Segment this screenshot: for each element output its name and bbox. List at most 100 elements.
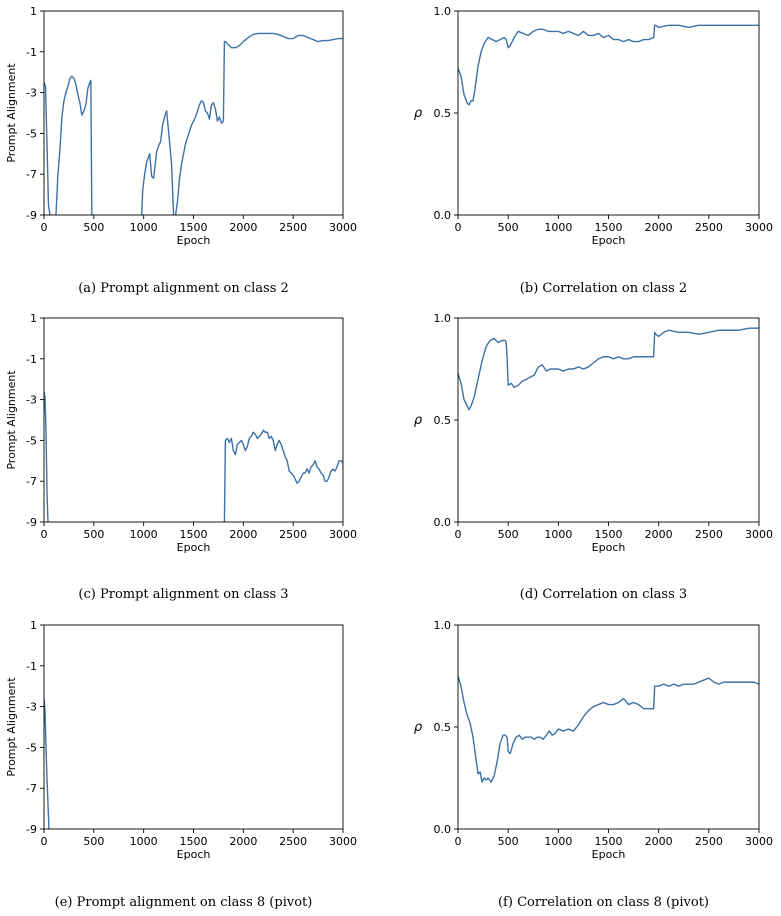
x-tick-label: 0 <box>455 835 462 848</box>
x-tick-label: 2000 <box>645 221 673 234</box>
y-tick-label: -3 <box>26 701 37 714</box>
x-tick-label: 3000 <box>745 835 773 848</box>
x-tick-label: 1500 <box>180 835 208 848</box>
x-tick-label: 1500 <box>595 835 623 848</box>
x-tick-label: 1000 <box>544 221 572 234</box>
series-line-segment-0 <box>458 675 759 783</box>
x-tick-label: 3000 <box>329 221 357 234</box>
subfigure-caption: (f) Correlation on class 8 (pivot) <box>498 895 709 910</box>
y-axis-label: ρ <box>414 413 423 428</box>
subfigure-caption: (c) Prompt alignment on class 3 <box>78 587 288 602</box>
x-tick-label: 500 <box>498 835 519 848</box>
x-tick-label: 500 <box>83 835 104 848</box>
y-tick-label: -9 <box>26 209 37 222</box>
x-tick-label: 1500 <box>180 528 208 541</box>
y-tick-label: -9 <box>26 823 37 836</box>
y-axis-label: Prompt Alignment <box>5 677 18 777</box>
chart-c: 0 500 1000 1500 2000 2500 3000 1 -1 -3 -5 -7 -9 Epoch… <box>5 312 357 602</box>
chart-e: 0 500 1000 1500 2000 2500 3000 1 -1 -3 -5 -7 -9 Epoch… <box>5 619 357 910</box>
x-tick-label: 2000 <box>645 528 673 541</box>
y-tick-label: 0.5 <box>434 414 452 427</box>
y-tick-label: -3 <box>26 87 37 100</box>
x-tick-label: 0 <box>41 221 48 234</box>
plot-frame <box>457 317 760 523</box>
y-tick-label: 1 <box>30 5 37 18</box>
x-tick-label: 3000 <box>329 528 357 541</box>
y-axis-label: Prompt Alignment <box>5 63 18 163</box>
series-line-segment-0 <box>44 698 50 829</box>
x-tick-label: 3000 <box>745 221 773 234</box>
y-tick-label: 1 <box>30 312 37 325</box>
x-tick-label: 2500 <box>279 835 307 848</box>
y-tick-label: -3 <box>26 394 37 407</box>
y-tick-label: 0.5 <box>434 107 452 120</box>
x-tick-label: 2000 <box>229 528 257 541</box>
plot-frame <box>457 624 760 830</box>
y-tick-label: -1 <box>26 660 37 673</box>
x-tick-label: 2500 <box>695 221 723 234</box>
y-tick-label: 0.0 <box>434 209 452 222</box>
y-tick-label: -1 <box>26 46 37 59</box>
series-line-segment-1 <box>55 75 93 215</box>
x-tick-label: 0 <box>455 221 462 234</box>
y-axis-label: Prompt Alignment <box>5 370 18 470</box>
x-tick-label: 500 <box>83 221 104 234</box>
x-tick-label: 1000 <box>130 221 158 234</box>
y-tick-label: -5 <box>26 434 37 447</box>
y-axis-label: ρ <box>414 106 423 121</box>
x-tick-label: 1500 <box>595 221 623 234</box>
x-tick-label: 1000 <box>544 835 572 848</box>
y-tick-label: -5 <box>26 127 37 140</box>
x-axis-label: Epoch <box>177 541 211 554</box>
y-tick-label: -1 <box>26 353 37 366</box>
series-line-segment-2 <box>140 110 175 215</box>
x-tick-label: 3000 <box>745 528 773 541</box>
y-tick-label: 0.5 <box>434 721 452 734</box>
chart-b: 0 500 1000 1500 2000 2500 3000 1.0 0.5 0.0 Epoch ρ (… <box>414 5 773 296</box>
x-tick-label: 1000 <box>130 528 158 541</box>
y-tick-label: -7 <box>26 782 37 795</box>
y-tick-label: 0.0 <box>434 823 452 836</box>
x-tick-label: 0 <box>41 528 48 541</box>
plot-frame <box>43 624 344 830</box>
series-line-segment-0 <box>44 82 51 215</box>
x-axis-label: Epoch <box>177 848 211 861</box>
series-line-segment-0 <box>44 391 49 522</box>
series-line-segment-0 <box>458 327 759 411</box>
y-tick-label: -5 <box>26 741 37 754</box>
series-line-segment-1 <box>223 429 343 522</box>
y-tick-label: 1.0 <box>434 312 452 325</box>
y-tick-label: 1 <box>30 619 37 632</box>
subfigure-caption: (a) Prompt alignment on class 2 <box>78 281 289 296</box>
x-axis-label: Epoch <box>177 234 211 247</box>
chart-f: 0 500 1000 1500 2000 2500 3000 1.0 0.5 0.0 Epoch ρ (… <box>414 619 773 910</box>
x-axis-label: Epoch <box>592 848 626 861</box>
y-tick-label: 1.0 <box>434 619 452 632</box>
x-tick-label: 500 <box>83 528 104 541</box>
y-tick-label: 1.0 <box>434 5 452 18</box>
y-tick-label: -9 <box>26 516 37 529</box>
subfigure-caption: (b) Correlation on class 2 <box>520 281 687 296</box>
x-tick-label: 2000 <box>229 835 257 848</box>
subfigure-caption: (e) Prompt alignment on class 8 (pivot) <box>55 895 313 910</box>
x-axis-label: Epoch <box>592 234 626 247</box>
x-tick-label: 500 <box>498 221 519 234</box>
chart-d: 0 500 1000 1500 2000 2500 3000 1.0 0.5 0.0 Epoch ρ (… <box>414 312 773 602</box>
x-tick-label: 2500 <box>695 835 723 848</box>
x-tick-label: 2000 <box>645 835 673 848</box>
x-tick-label: 3000 <box>329 835 357 848</box>
x-tick-label: 1500 <box>595 528 623 541</box>
plot-frame <box>43 317 344 523</box>
x-tick-label: 0 <box>41 835 48 848</box>
x-tick-label: 2500 <box>279 221 307 234</box>
series-line-segment-3 <box>174 32 343 215</box>
plot-frame <box>43 10 344 216</box>
series-line-segment-0 <box>458 24 759 106</box>
y-tick-label: -7 <box>26 168 37 181</box>
x-tick-label: 2000 <box>229 221 257 234</box>
subfigure-caption: (d) Correlation on class 3 <box>520 587 687 602</box>
x-tick-label: 500 <box>498 528 519 541</box>
chart-a: 0 500 1000 1500 2000 2500 3000 1 -1 -3 -5 -7 -9 Epoch… <box>5 5 357 296</box>
x-tick-label: 0 <box>455 528 462 541</box>
